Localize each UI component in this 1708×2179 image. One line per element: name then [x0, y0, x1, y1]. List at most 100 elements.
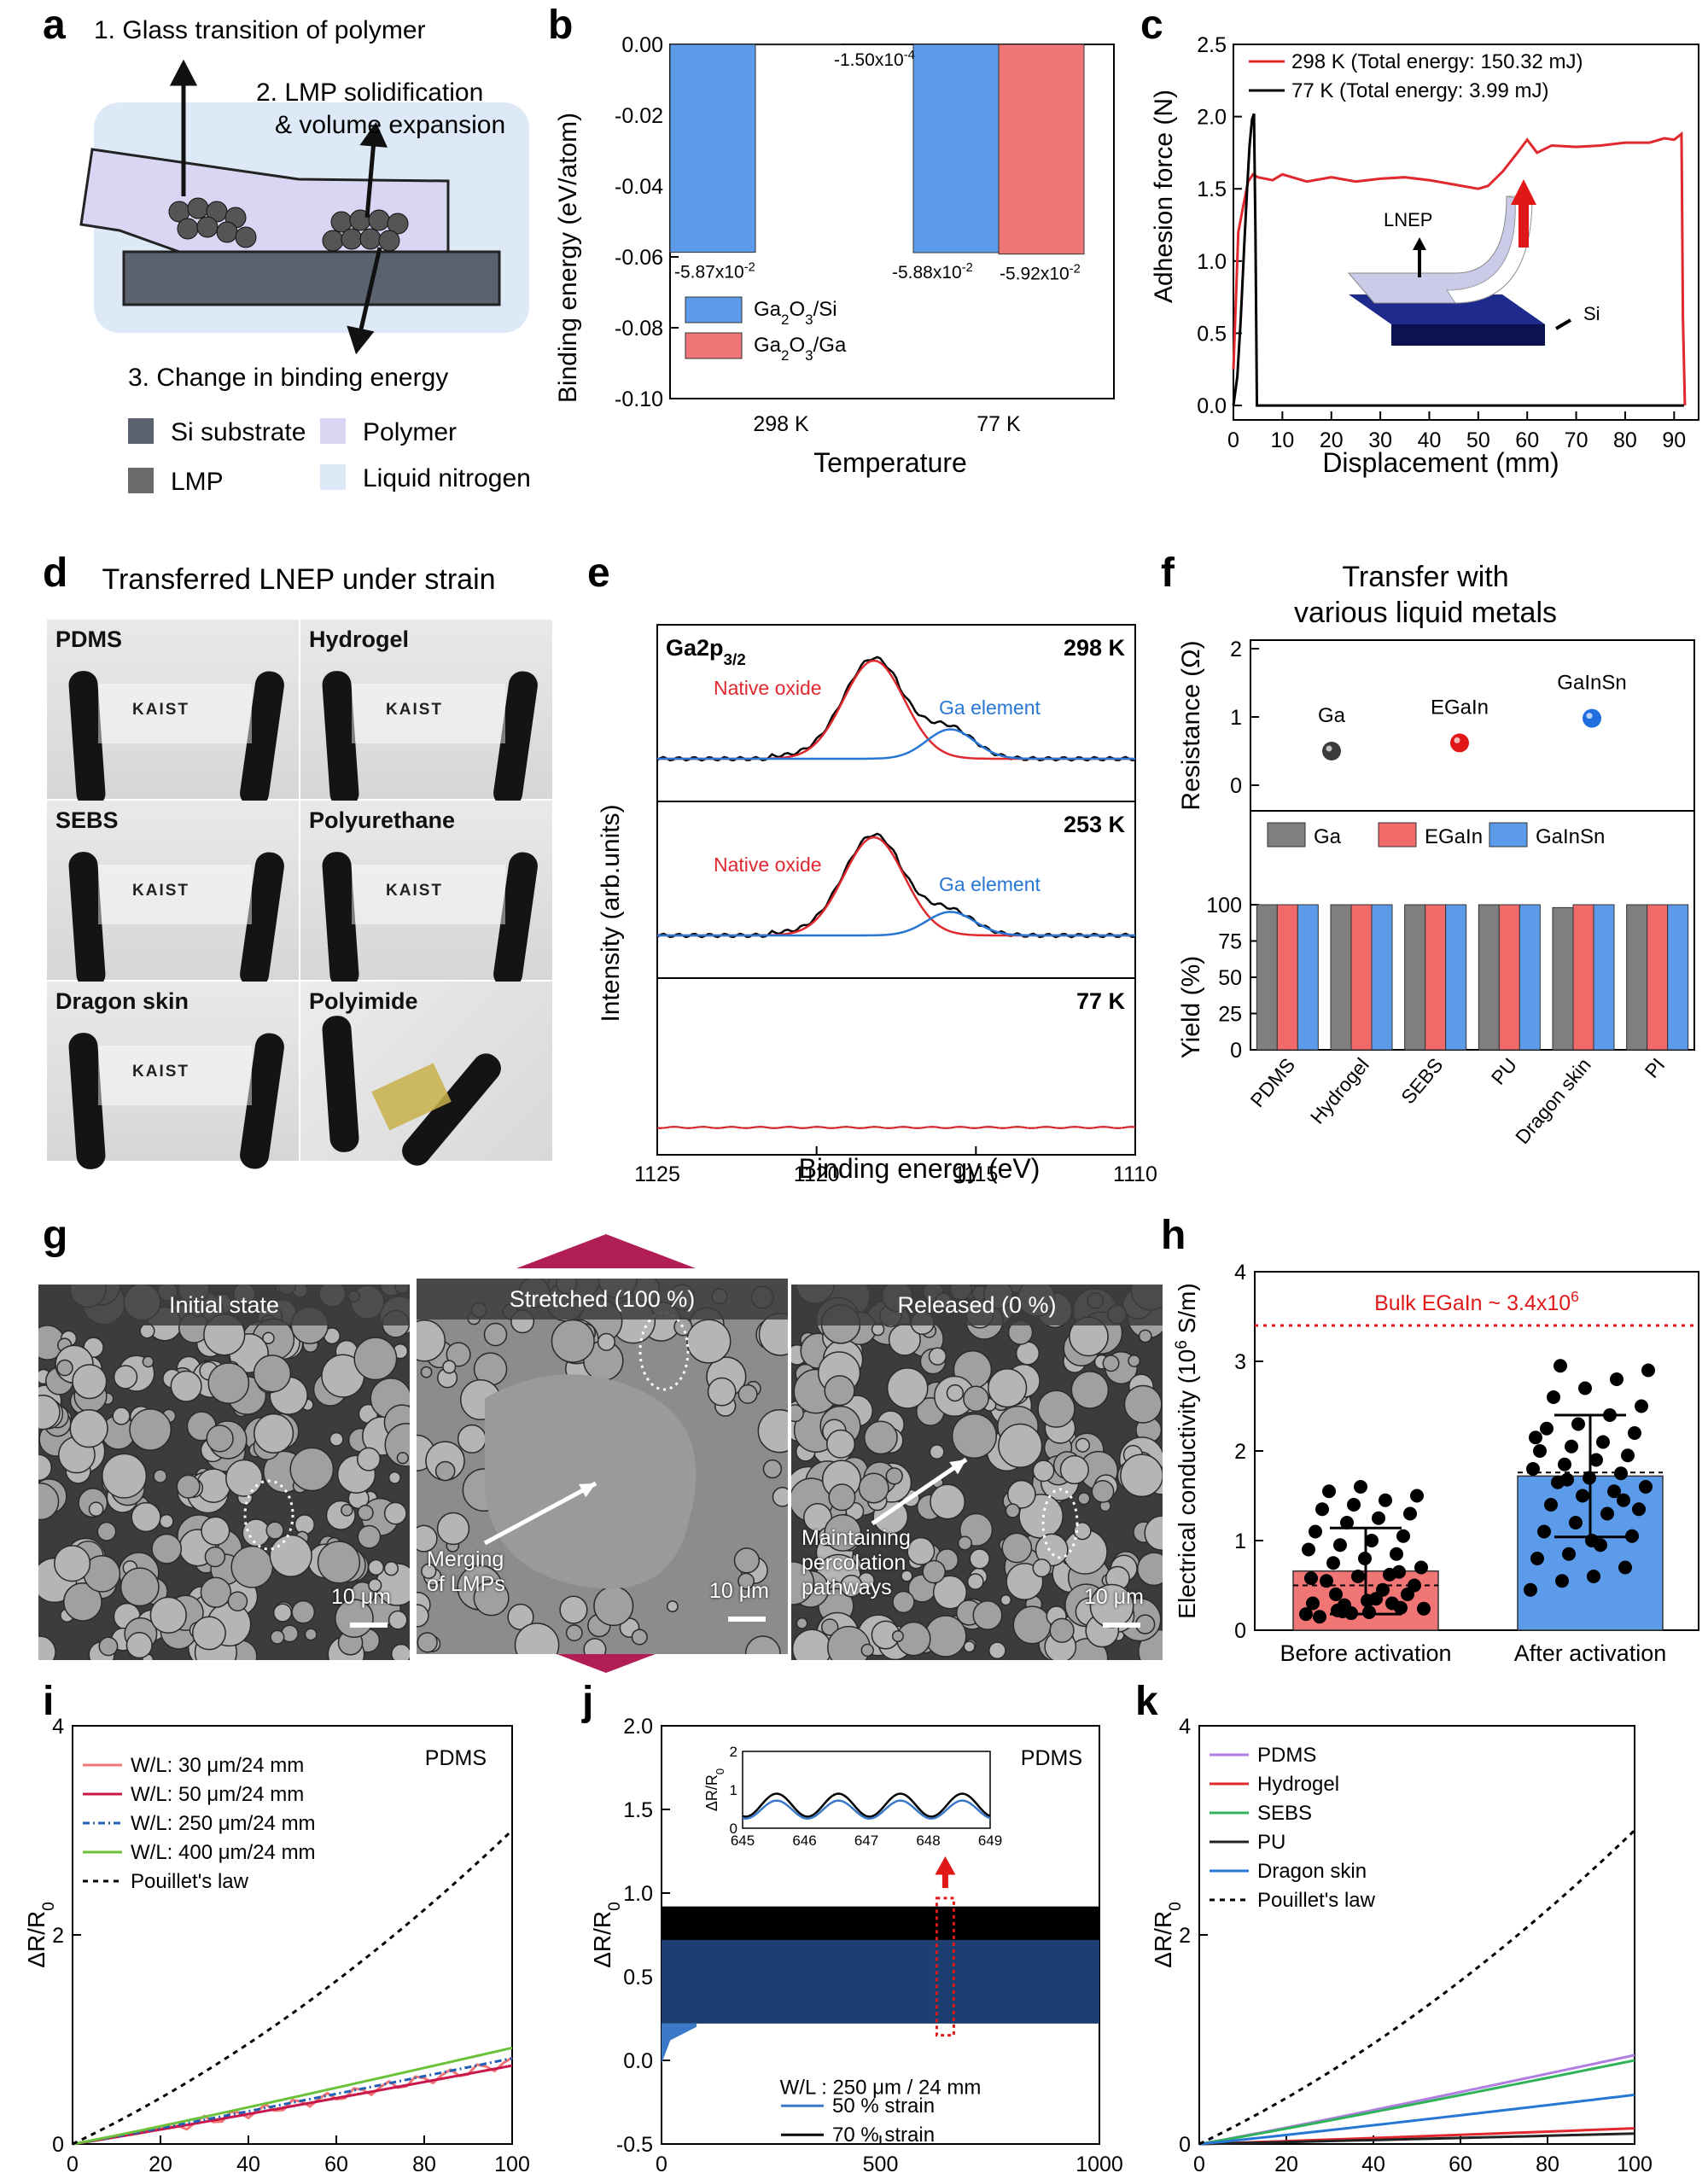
sem-particle: [828, 1483, 856, 1512]
i-series-line: [72, 2064, 513, 2146]
sem-particle: [891, 1629, 904, 1643]
k-legend-label: PDMS: [1257, 1744, 1316, 1767]
f-yield-bar: [1371, 904, 1393, 1051]
h-data-point: [1547, 1390, 1560, 1404]
c-inset-label-si: Si: [1583, 303, 1600, 324]
panel-label-d: d: [43, 551, 68, 596]
h-data-point: [1361, 1593, 1374, 1608]
sem-particle: [1073, 1522, 1092, 1541]
f-yield-bar: [1667, 904, 1689, 1051]
h-data-point: [1358, 1552, 1372, 1565]
sem-particle: [951, 1413, 997, 1459]
sem-particle: [388, 1610, 408, 1630]
h-data-point: [1537, 1524, 1551, 1539]
sem-particle: [98, 1636, 119, 1657]
h-data-point: [1585, 1534, 1599, 1547]
i-ytick-label: 2: [52, 1924, 64, 1948]
j-ylabel: ΔR/R0: [589, 1902, 624, 1968]
panel-label-c: c: [1140, 3, 1163, 48]
e-element-fit: [657, 911, 1135, 937]
sem-particle: [825, 1429, 856, 1459]
j-inset-xtick-label: 647: [854, 1832, 878, 1849]
c-series-line: [1232, 113, 1684, 407]
h-data-point: [1569, 1516, 1583, 1529]
c-inset-lnep-arrowhead: [1413, 237, 1426, 250]
sem-particle: [368, 1578, 382, 1593]
sem-particle: [1138, 1329, 1152, 1343]
sem-particle: [120, 1567, 160, 1607]
k-xtick-label: 100: [1617, 2153, 1653, 2176]
h-xtick-label: After activation: [1514, 1640, 1667, 1666]
sem-particle: [139, 1323, 155, 1339]
h-data-point: [1628, 1426, 1641, 1440]
f-xtick-label: Hydrogel: [1306, 1054, 1373, 1128]
c-legend-label: 77 K (Total energy: 3.99 mJ): [1291, 79, 1548, 102]
i-ylabel: ΔR/R0: [26, 1902, 58, 1968]
sem-highlight-outline: [638, 1311, 690, 1391]
f-yield-frame: [1250, 810, 1695, 1051]
sem-image: Initial state 10 μm: [38, 1285, 410, 1660]
tweezer-icon: [321, 1015, 360, 1153]
h-data-point: [1617, 1493, 1630, 1507]
sem-particle: [988, 1641, 1006, 1660]
sem-particle: [824, 1375, 855, 1407]
j-inset-ylabel: ΔR/R0: [703, 1768, 726, 1811]
sem-particle: [858, 1472, 889, 1504]
j-zoom-box: [935, 1896, 955, 2037]
f-yield-bar: [1552, 906, 1574, 1051]
sem-title: Released (0 %): [791, 1285, 1163, 1325]
f-xtick-label: Dragon skin: [1511, 1054, 1595, 1149]
h-data-point: [1529, 1430, 1542, 1445]
sem-particle: [583, 1638, 607, 1654]
sem-particle: [757, 1408, 788, 1454]
e-xtick-label: 1110: [1113, 1162, 1157, 1186]
h-data-point: [1526, 1462, 1540, 1476]
h-ylabel: Electrical conductivity (106 S/m): [1173, 1283, 1201, 1618]
sem-particle: [860, 1643, 874, 1658]
sem-particle: [864, 1420, 898, 1455]
sem-highlight-outline: [1041, 1488, 1079, 1559]
j-ytick-label: 2.0: [623, 1715, 653, 1739]
k-xtick-label: 20: [1274, 2153, 1298, 2176]
sem-particle: [1005, 1503, 1021, 1518]
i-legend-label: W/L: 250 μm/24 mm: [131, 1812, 316, 1835]
h-data-point: [1578, 1381, 1592, 1395]
sem-particle: [946, 1384, 965, 1402]
b-ylabel: Binding energy (eV/atom): [555, 113, 582, 403]
photo-label: Hydrogel: [309, 626, 410, 652]
h-data-point: [1376, 1582, 1390, 1597]
f-legend-swatch: [1378, 822, 1417, 848]
f-resistance-label: Resistance (Ω): [1177, 640, 1205, 810]
sem-particle: [88, 1501, 104, 1518]
h-data-point: [1621, 1448, 1635, 1463]
c-ytick-label: 0.5: [1197, 322, 1227, 346]
sem-particle: [69, 1409, 108, 1448]
sem-particle: [356, 1447, 382, 1471]
sem-particle: [383, 1501, 407, 1525]
sem-particle: [972, 1599, 1003, 1630]
b-ytick-label: -0.04: [615, 175, 663, 199]
sem-particle: [227, 1591, 248, 1612]
h-data-point: [1379, 1493, 1392, 1507]
sem-particle: [269, 1534, 312, 1577]
c-xtick-label: 50: [1466, 428, 1490, 452]
f-yield-bar: [1256, 904, 1278, 1051]
sem-particle: [1120, 1454, 1163, 1498]
h-data-point: [1302, 1542, 1315, 1557]
film-icon: [98, 684, 252, 743]
legend-ln2: Liquid nitrogen: [363, 464, 531, 492]
sem-particle: [737, 1572, 755, 1590]
photo-pdms: KAIST PDMS: [47, 620, 299, 809]
h-data-point: [1309, 1524, 1322, 1539]
sem-particle: [207, 1362, 250, 1404]
e-xtick-label: 1120: [794, 1162, 840, 1186]
h-data-point: [1533, 1444, 1547, 1458]
step2-text-line1: 2. LMP solidification: [256, 79, 483, 107]
h-data-point: [1372, 1511, 1385, 1525]
b-legend-swatch: [685, 296, 743, 323]
e-xtick-label: 1125: [634, 1162, 680, 1186]
sem-particle: [998, 1423, 1043, 1468]
sem-particle: [192, 1616, 226, 1651]
sem-particle: [666, 1600, 679, 1613]
